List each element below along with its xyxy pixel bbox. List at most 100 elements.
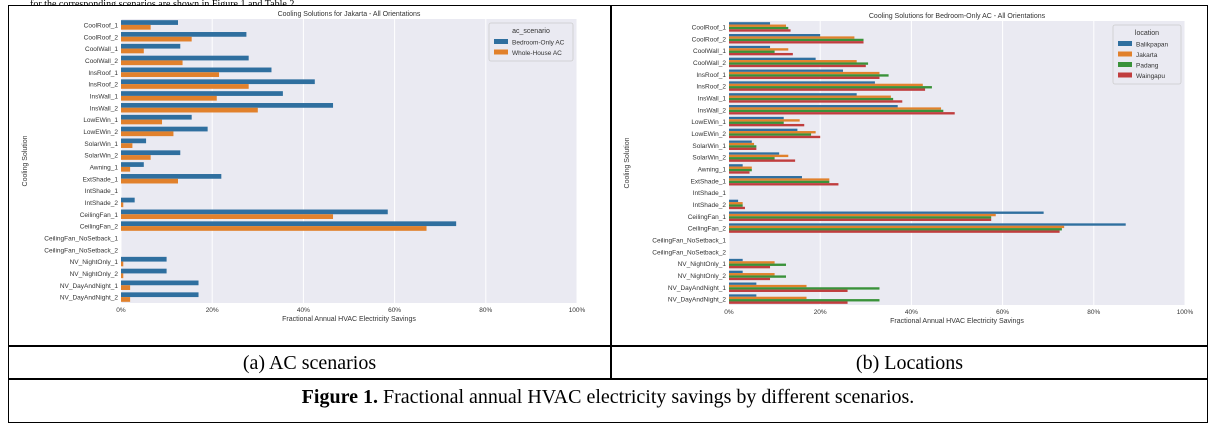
bar-padang bbox=[729, 216, 992, 219]
legend-swatch-padang bbox=[1118, 62, 1132, 67]
y-tick-label: CeilingFan_NoSetback_1 bbox=[652, 237, 726, 244]
bar-balikpapan bbox=[729, 176, 802, 179]
legend-label-jakarta: Jakarta bbox=[1136, 52, 1158, 59]
bar-padang bbox=[729, 50, 775, 53]
y-tick-label: CoolRoof_2 bbox=[692, 36, 727, 43]
bar-waingapu bbox=[729, 277, 771, 281]
bar-whole-house-ac bbox=[121, 84, 249, 89]
y-tick-label: InsRoof_1 bbox=[88, 70, 118, 77]
bar-whole-house-ac bbox=[121, 214, 334, 219]
bar-bedroom-only-ac bbox=[121, 103, 334, 108]
bar-jakarta bbox=[729, 36, 855, 39]
y-tick-label: InsWall_1 bbox=[90, 93, 119, 100]
bar-whole-house-ac bbox=[121, 155, 151, 160]
bar-whole-house-ac bbox=[121, 226, 427, 231]
bar-balikpapan bbox=[729, 140, 752, 143]
bar-whole-house-ac bbox=[121, 202, 124, 208]
y-tick-label: NV_NightOnly_1 bbox=[70, 259, 119, 266]
figure-table: (a) AC scenarios (b) Locations Figure 1.… bbox=[8, 5, 1208, 423]
bar-waingapu bbox=[729, 171, 750, 174]
y-tick-label: CoolWall_1 bbox=[85, 46, 118, 53]
bar-waingapu bbox=[729, 206, 745, 210]
bar-whole-house-ac bbox=[121, 178, 178, 184]
legend-title: location bbox=[1135, 30, 1159, 37]
bar-waingapu bbox=[729, 52, 793, 56]
bar-balikpapan bbox=[729, 81, 875, 84]
y-tick-label: ExtShade_1 bbox=[691, 178, 727, 185]
figure-caption: Figure 1. Fractional annual HVAC electri… bbox=[9, 385, 1207, 409]
bar-whole-house-ac bbox=[121, 285, 131, 290]
y-tick-label: CoolWall_1 bbox=[693, 48, 726, 55]
y-tick-label: InsWall_2 bbox=[90, 105, 119, 112]
y-tick-label: Awning_1 bbox=[698, 166, 727, 173]
bar-padang bbox=[729, 299, 880, 302]
y-tick-label: NV_DayAndNight_2 bbox=[60, 295, 119, 302]
bar-padang bbox=[729, 97, 894, 101]
bar-whole-house-ac bbox=[121, 48, 144, 54]
legend-swatch-bedroom-only-ac bbox=[494, 39, 508, 44]
bar-balikpapan bbox=[729, 164, 743, 167]
legend-box bbox=[488, 22, 574, 62]
bar-bedroom-only-ac bbox=[121, 162, 144, 167]
bar-padang bbox=[729, 168, 752, 172]
table-divider-horizontal bbox=[9, 345, 1207, 347]
y-tick-label: InsWall_1 bbox=[698, 95, 727, 102]
x-tick-label: 40% bbox=[297, 307, 310, 314]
page-top-text: for the corresponding scenarios are show… bbox=[30, 0, 297, 6]
bar-bedroom-only-ac bbox=[121, 138, 147, 144]
bar-bedroom-only-ac bbox=[121, 150, 181, 156]
bar-bedroom-only-ac bbox=[121, 67, 272, 73]
y-tick-label: NV_DayAndNight_1 bbox=[668, 285, 727, 292]
bar-whole-house-ac bbox=[121, 72, 220, 77]
bar-bedroom-only-ac bbox=[121, 32, 247, 37]
bar-balikpapan bbox=[729, 57, 816, 61]
bar-bedroom-only-ac bbox=[121, 114, 192, 120]
bar-balikpapan bbox=[729, 199, 739, 203]
bar-jakarta bbox=[729, 60, 857, 63]
legend-swatch-waingapu bbox=[1118, 72, 1132, 78]
y-tick-label: SolarWin_2 bbox=[84, 153, 118, 160]
bar-padang bbox=[729, 86, 932, 89]
bar-jakarta bbox=[729, 24, 786, 27]
bar-waingapu bbox=[729, 183, 839, 186]
caption-number: Figure 1. bbox=[301, 386, 378, 408]
bar-bedroom-only-ac bbox=[121, 126, 208, 132]
bar-padang bbox=[729, 145, 757, 148]
y-tick-label: CoolWall_2 bbox=[85, 58, 118, 65]
y-tick-label: CoolWall_2 bbox=[693, 60, 726, 67]
bar-waingapu bbox=[729, 88, 926, 91]
legend-swatch-jakarta bbox=[1118, 51, 1132, 57]
x-axis-label: Fractional Annual HVAC Electricity Savin… bbox=[282, 316, 416, 323]
bar-whole-house-ac bbox=[121, 261, 124, 267]
y-tick-label: CeilingFan_1 bbox=[688, 214, 727, 221]
legend-swatch-balikpapan bbox=[1118, 41, 1132, 46]
x-tick-label: 100% bbox=[569, 307, 586, 314]
bar-whole-house-ac bbox=[121, 143, 133, 148]
bar-balikpapan bbox=[729, 22, 771, 25]
y-tick-label: Awning_1 bbox=[90, 164, 119, 171]
y-tick-label: CeilingFan_NoSetback_2 bbox=[652, 249, 726, 256]
y-tick-label: IntShade_2 bbox=[693, 202, 727, 209]
bar-whole-house-ac bbox=[121, 95, 217, 101]
bar-balikpapan bbox=[729, 223, 1126, 226]
y-tick-label: NV_NightOnly_2 bbox=[678, 273, 727, 280]
bar-waingapu bbox=[729, 230, 1060, 233]
y-tick-label: NV_DayAndNight_1 bbox=[60, 283, 119, 290]
bar-jakarta bbox=[729, 261, 775, 264]
bar-balikpapan bbox=[729, 282, 757, 285]
y-tick-label: IntShade_2 bbox=[85, 200, 119, 207]
y-tick-label: CeilingFan_2 bbox=[688, 226, 727, 233]
bar-waingapu bbox=[729, 289, 848, 292]
chart-panel-locations: 0% 20% 40% 60% 80% 100% CoolRoof_1 CoolRoof_2 Co… bbox=[617, 7, 1202, 337]
bar-jakarta bbox=[729, 284, 807, 288]
bar-waingapu bbox=[729, 218, 992, 221]
bar-whole-house-ac bbox=[121, 166, 131, 172]
bar-waingapu bbox=[729, 123, 805, 127]
legend-label-bedroom-only-ac: Bedroom-Only AC bbox=[512, 40, 565, 47]
bar-jakarta bbox=[729, 48, 789, 51]
y-tick-label: NV_NightOnly_1 bbox=[678, 261, 727, 268]
bar-padang bbox=[729, 74, 889, 77]
bar-balikpapan bbox=[729, 270, 743, 274]
bar-waingapu bbox=[729, 265, 771, 269]
bar-bedroom-only-ac bbox=[121, 197, 135, 203]
